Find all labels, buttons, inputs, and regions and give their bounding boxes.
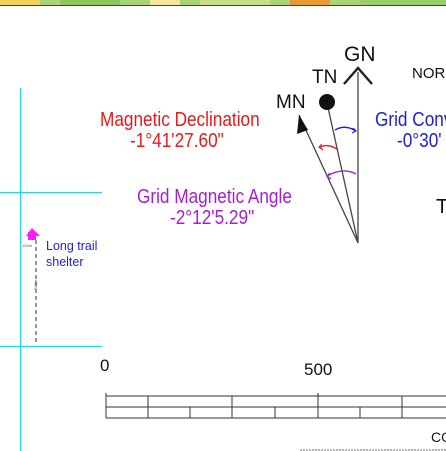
bottom-right-text-cutoff: CO [431,429,446,445]
scale-bar [105,393,446,419]
map-imagery-strip [0,0,446,6]
magnetic-north-arrowhead-icon [297,115,308,134]
shelter-marker-icon [26,228,40,345]
magnetic-declination-arc [319,144,339,151]
shelter-vertical-tick-label: 700m [33,279,38,290]
grid-convergence-value: -0°30' [397,130,442,152]
map-imagery-graphic [0,0,446,6]
gn-label: GN [344,43,376,66]
grid-magnetic-angle-value: -2°12'5.29" [170,207,255,229]
north-text-cutoff: NOR [412,65,446,82]
grid-magnetic-angle-title: Grid Magnetic Angle [137,186,292,208]
mn-label: MN [276,92,306,113]
scale-label-mid: 500 [304,360,333,379]
grid-north-arrowhead-icon [343,66,373,85]
shelter-label-line2: shelter [46,255,84,269]
true-north-line [326,102,359,244]
true-north-star-icon [319,94,335,110]
grid-lines [0,88,102,451]
scale-label-start: 0 [100,356,110,375]
magnetic-north-line [298,114,359,244]
magnetic-declination-title: Magnetic Declination [100,109,260,131]
tn-label: TN [312,67,338,88]
grid-convergence-arc [334,126,357,132]
t-letter-cutoff: T [436,196,446,218]
magnetic-declination-value: -1°41'27.60" [130,130,224,152]
shelter-label-line1: Long trail [46,239,98,253]
north-arrow-diagram [297,66,373,244]
grid-convergence-title: Grid Conv [375,109,446,131]
grid-magnetic-angle-arc [326,170,357,177]
shelter-tick-label: 100m [22,243,33,248]
